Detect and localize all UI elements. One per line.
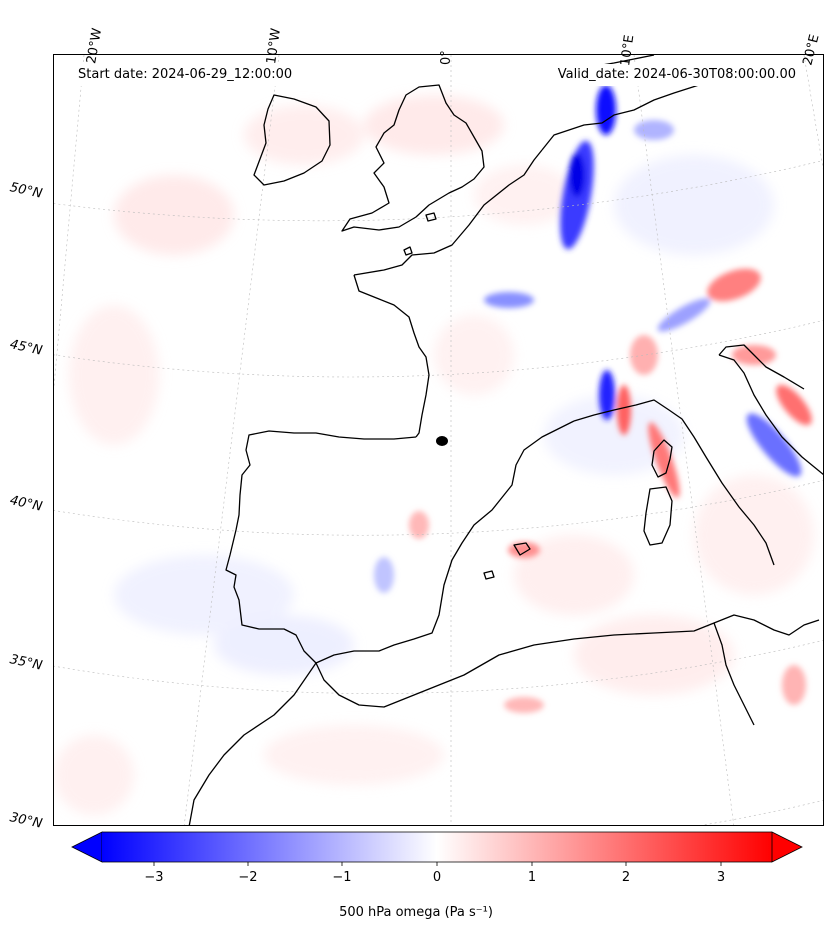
coastline-north-sea [541, 84, 719, 151]
coastlines [188, 55, 823, 825]
valid-date-label: Valid_date: 2024-06-30T08:00:00.00 [551, 64, 802, 86]
coastline-tunisia [713, 622, 755, 726]
station-marker [436, 436, 448, 446]
omega-field-background [54, 95, 814, 815]
coastline-france [353, 149, 543, 276]
lat-label-40n: 40°N [8, 493, 44, 515]
lat-label-35n: 35°N [8, 652, 44, 674]
colorbar-label: 500 hPa omega (Pa s⁻¹) [339, 905, 493, 920]
coastline-corsica [651, 439, 673, 478]
colorbar-tick-neg1: −1 [332, 870, 352, 885]
coastline-ireland [253, 94, 331, 186]
colorbar-low-extend [71, 831, 103, 863]
lat-label-45n: 45°N [8, 337, 44, 359]
colorbar-tick-neg2: −2 [238, 870, 258, 885]
coastline-italy-west [573, 399, 775, 566]
graticule-lines [54, 55, 823, 825]
omega-field-features [374, 85, 812, 713]
colorbar-ticks [153, 862, 722, 866]
colorbar-tick-1: 1 [527, 870, 537, 885]
colorbar-tick-3: 3 [716, 870, 726, 885]
colorbar-tick-2: 2 [621, 870, 631, 885]
coastline-north-africa [315, 614, 820, 708]
omega-field-map [54, 55, 823, 825]
coastline-balearics [513, 542, 531, 556]
coastline-iberia [225, 420, 575, 664]
lat-label-50n: 50°N [8, 180, 44, 202]
coastline-sardinia [643, 486, 673, 546]
colorbar-tick-neg3: −3 [144, 870, 164, 885]
map-panel [53, 54, 824, 826]
coastline-adriatic [718, 354, 823, 476]
colorbar-tick-0: 0 [432, 870, 442, 885]
coastline-great-britain [341, 84, 485, 232]
lat-label-30n: 30°N [8, 810, 44, 832]
colorbar-high-extend [771, 831, 803, 863]
start-date-label: Start date: 2024-06-29_12:00:00 [72, 64, 299, 86]
lon-label-0: 0° [439, 50, 454, 65]
colorbar-gradient [102, 832, 772, 862]
